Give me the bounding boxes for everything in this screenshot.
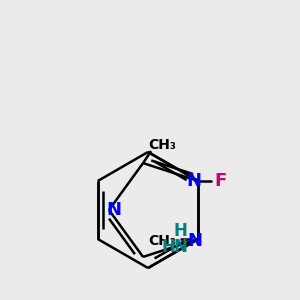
Text: N: N xyxy=(173,238,187,256)
Text: H: H xyxy=(173,222,187,240)
Text: F: F xyxy=(214,172,226,190)
Text: CH₃: CH₃ xyxy=(148,138,176,152)
Text: H: H xyxy=(161,238,175,256)
Text: N: N xyxy=(106,201,122,219)
Text: N: N xyxy=(188,232,203,250)
Text: CH₃: CH₃ xyxy=(148,234,176,248)
Text: N: N xyxy=(187,172,202,190)
